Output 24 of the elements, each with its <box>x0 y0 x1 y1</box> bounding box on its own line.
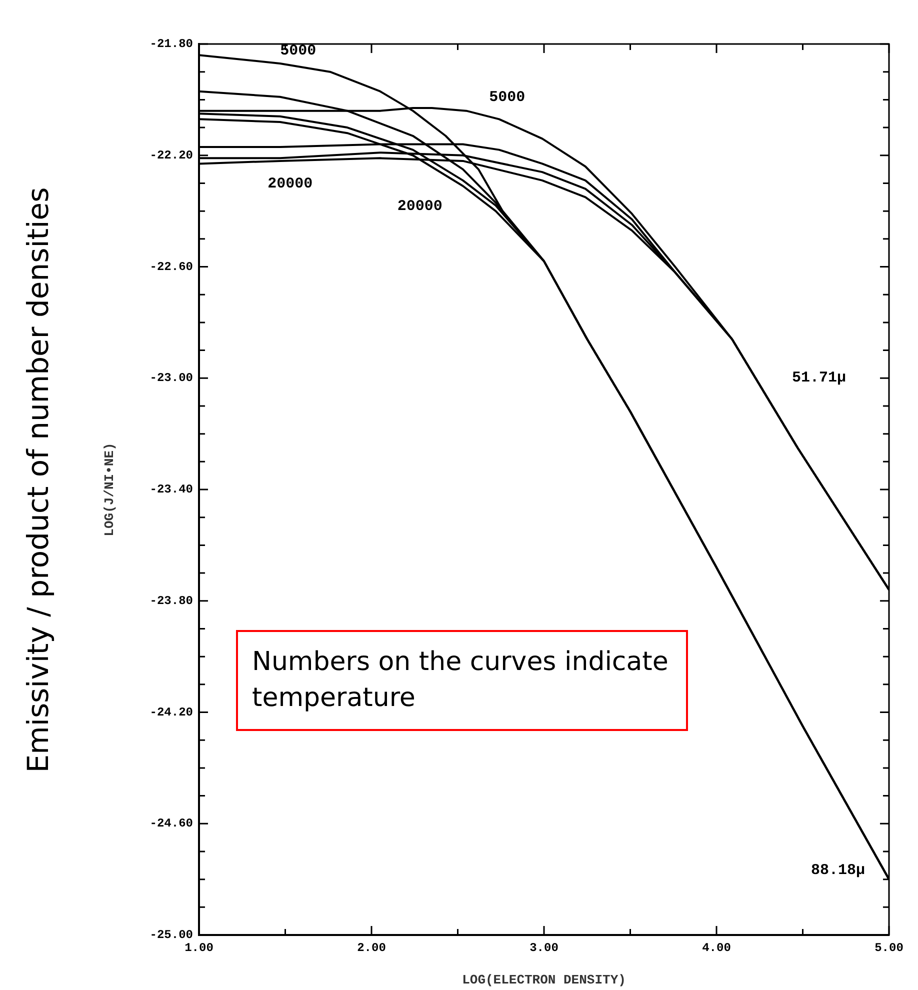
annotation: 5000 <box>489 88 526 106</box>
x-tick-label: 2.00 <box>357 941 386 956</box>
x-axis-title: LOG(ELECTRON DENSITY) <box>462 972 626 988</box>
annotation: 51.71μ <box>792 370 846 387</box>
annotation: 88.18μ <box>810 862 866 880</box>
text: Emissivity / product of number densities <box>21 187 55 773</box>
y-tick-label: -23.00 <box>150 371 193 386</box>
annotation: Numbers on the curves indicate temperature <box>236 630 688 731</box>
y-tick-label: -23.40 <box>150 482 193 497</box>
y-tick-label: -22.60 <box>150 260 193 274</box>
y-tick-label: -23.80 <box>150 594 193 608</box>
y-tick-label: -25.00 <box>150 928 193 942</box>
y-tick-label: -24.20 <box>150 705 193 720</box>
y-axis-title: LOG(J/NI•NE) <box>102 442 118 536</box>
x-tick-label: 4.00 <box>702 941 731 956</box>
y-tick-label: -22.20 <box>150 148 193 162</box>
annotation: 20000 <box>397 198 442 215</box>
x-tick-label: 1.00 <box>184 941 214 956</box>
y-tick-label: -24.60 <box>150 816 193 831</box>
annotation: 20000 <box>268 176 313 193</box>
x-tick-label: 5.00 <box>874 941 904 956</box>
x-tick-label: 3.00 <box>530 941 558 956</box>
annotation: 5000 <box>280 42 316 60</box>
y-tick-label: -21.80 <box>150 37 193 52</box>
